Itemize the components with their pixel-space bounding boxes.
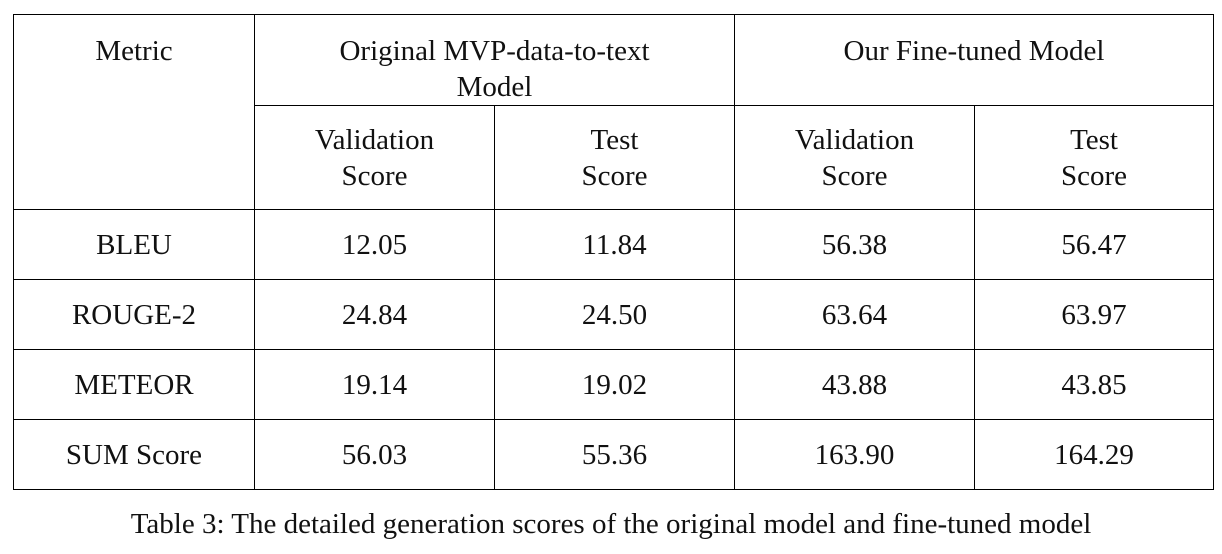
group-header-original: Original MVP-data-to-text Model — [253, 14, 736, 106]
cell-value: 43.85 — [974, 349, 1215, 420]
cell-value: 56.38 — [734, 209, 976, 280]
subheader-finetuned-test: Test Score — [974, 105, 1215, 210]
cell-value: 43.88 — [734, 349, 976, 420]
subheader-line: Score — [581, 159, 648, 192]
cell-value: 12.05 — [254, 209, 495, 280]
table-caption: Table 3: The detailed generation scores … — [130, 508, 1092, 540]
table-row: SUM Score 56.03 55.36 163.90 164.29 — [13, 419, 1215, 490]
cell-value: 55.36 — [493, 419, 736, 490]
subheader-original-test: Test Score — [493, 105, 736, 210]
subheader-line: Validation — [794, 123, 915, 156]
subheader-finetuned-validation: Validation Score — [734, 105, 976, 210]
cell-value: 19.02 — [493, 349, 736, 420]
metric-header: Metric — [13, 14, 255, 210]
cell-value: 11.84 — [493, 209, 736, 280]
subheader-line: Test — [1070, 123, 1118, 156]
row-metric: SUM Score — [13, 419, 255, 490]
cell-value: 56.03 — [254, 419, 495, 490]
subheader-line: Score — [1061, 159, 1128, 192]
subheader-original-validation: Validation Score — [254, 105, 495, 210]
table-header-row: Metric Original MVP-data-to-text Model O… — [13, 14, 1215, 210]
row-metric: BLEU — [13, 209, 255, 280]
table-subheader-row: Validation Score Test Score Validation S… — [14, 105, 1215, 210]
table-row: METEOR 19.14 19.02 43.88 43.85 — [13, 349, 1215, 420]
row-metric: METEOR — [13, 349, 255, 420]
subheader-line: Test — [590, 123, 639, 156]
group-header-finetuned: Our Fine-tuned Model — [734, 14, 1215, 106]
group-header-original-line1: Original MVP-data-to-text — [339, 35, 650, 67]
cell-value: 164.29 — [974, 419, 1215, 490]
cell-value: 24.50 — [493, 279, 736, 350]
table-row: ROUGE-2 24.84 24.50 63.64 63.97 — [13, 279, 1215, 350]
cell-value: 56.47 — [974, 209, 1215, 280]
row-metric: ROUGE-2 — [13, 279, 255, 350]
cell-value: 163.90 — [734, 419, 976, 490]
cell-value: 19.14 — [254, 349, 495, 420]
subheader-line: Validation — [314, 123, 435, 156]
subheader-line: Score — [821, 159, 888, 192]
group-header-original-line2: Model — [456, 71, 533, 103]
subheader-line: Score — [341, 159, 408, 192]
cell-value: 63.97 — [974, 279, 1215, 350]
scores-table: Metric Original MVP-data-to-text Model O… — [13, 14, 1215, 490]
table-row: BLEU 12.05 11.84 56.38 56.47 — [13, 209, 1215, 280]
cell-value: 63.64 — [734, 279, 976, 350]
cell-value: 24.84 — [254, 279, 495, 350]
group-header-finetuned-line1: Our Fine-tuned Model — [843, 35, 1105, 67]
